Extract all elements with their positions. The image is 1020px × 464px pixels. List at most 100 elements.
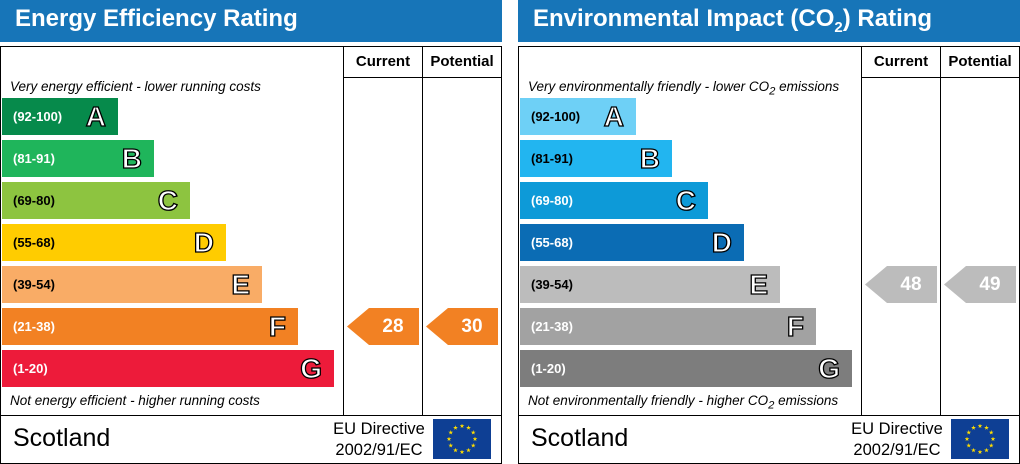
band-range-label: (55-68) (13, 235, 55, 250)
footer-divider (1, 415, 501, 416)
rating-band-d: (55-68) D (520, 224, 744, 261)
footer-divider (519, 415, 1019, 416)
band-range-label: (39-54) (531, 277, 573, 292)
region-label: Scotland (531, 424, 629, 452)
flag-star (446, 436, 452, 442)
eu-directive: EU Directive 2002/91/EC (327, 419, 431, 461)
band-letter: E (749, 268, 769, 300)
directive-line-2: 2002/91/EC (335, 441, 423, 459)
band-letter: C (157, 184, 179, 216)
potential-rating-arrow: 49 (944, 266, 1016, 303)
band-range-label: (92-100) (13, 109, 63, 124)
flag-star (984, 447, 989, 453)
current-column-header: Current (873, 53, 929, 70)
column-divider (343, 47, 344, 415)
rating-band-b: (81-91) B (2, 140, 154, 177)
rating-band-d: (55-68) D (2, 224, 226, 261)
band-range-label: (81-91) (531, 151, 573, 166)
bottom-note: Not energy efficient - higher running co… (10, 393, 260, 408)
flag-star (984, 425, 989, 430)
title-bar: Environmental Impact (CO2) Rating (518, 0, 1020, 42)
rating-band-a: (92-100) A (2, 98, 118, 135)
bottom-note: Not environmentally friendly - higher CO… (528, 393, 839, 412)
potential-rating-arrow: 30 (426, 308, 498, 345)
directive-line-2: 2002/91/EC (853, 441, 941, 459)
rating-band-e: (39-54) E (520, 266, 780, 303)
column-divider (422, 47, 423, 415)
flag-star (966, 430, 972, 435)
flag-star (971, 425, 976, 430)
directive-line-1: EU Directive (851, 420, 943, 438)
band-range-label: (21-38) (13, 319, 55, 334)
eu-flag-icon (951, 419, 1009, 459)
potential-rating-value: 49 (979, 274, 1001, 295)
band-range-label: (39-54) (13, 277, 55, 292)
chart-title: Environmental Impact (CO2) Rating (533, 5, 933, 36)
rating-frame: Current Potential Very environmentally fri… (518, 46, 1020, 464)
column-divider (940, 47, 941, 415)
potential-column-header: Potential (430, 53, 494, 70)
flag-star (453, 425, 458, 430)
flag-star (977, 423, 983, 429)
flag-star (964, 436, 970, 442)
band-letter: A (603, 100, 625, 132)
flag-star (466, 447, 471, 453)
band-letter: E (231, 268, 251, 300)
environmental-impact-panel: Environmental Impact (CO2) Rating Current… (518, 0, 1020, 464)
energy-efficiency-panel: Energy Efficiency Rating Current Potential… (0, 0, 502, 464)
band-letter: B (639, 142, 661, 174)
band-letter: G (300, 352, 323, 384)
flag-star (466, 425, 471, 430)
rating-band-e: (39-54) E (2, 266, 262, 303)
band-range-label: (69-80) (531, 193, 573, 208)
band-range-label: (92-100) (531, 109, 581, 124)
band-range-label: (21-38) (531, 319, 573, 334)
header-divider (343, 77, 501, 78)
top-note: Very environmentally friendly - lower CO… (528, 79, 840, 98)
band-letter: F (268, 310, 286, 342)
band-range-label: (1-20) (531, 361, 566, 376)
potential-rating-value: 30 (461, 316, 483, 337)
band-letter: C (675, 184, 697, 216)
column-divider (861, 47, 862, 415)
rating-band-a: (92-100) A (520, 98, 636, 135)
band-letter: F (786, 310, 804, 342)
top-note: Very energy efficient - lower running co… (10, 79, 261, 94)
directive-line-1: EU Directive (333, 420, 425, 438)
flag-star (971, 447, 976, 453)
flag-star (990, 436, 996, 442)
band-range-label: (69-80) (13, 193, 55, 208)
band-letter: A (85, 100, 107, 132)
flag-star (472, 436, 478, 442)
band-range-label: (55-68) (531, 235, 573, 250)
rating-band-g: (1-20) G (520, 350, 852, 387)
flag-star (988, 443, 994, 448)
current-rating-value: 28 (382, 316, 404, 337)
current-rating-arrow: 28 (347, 308, 419, 345)
eu-flag-icon (433, 419, 491, 459)
current-column-header: Current (355, 53, 411, 70)
flag-star (988, 430, 994, 435)
band-letter: D (711, 226, 733, 258)
band-range-label: (81-91) (13, 151, 55, 166)
current-rating-value: 48 (900, 274, 922, 295)
flag-star (448, 430, 454, 435)
region-label: Scotland (13, 424, 111, 452)
flag-star (470, 430, 476, 435)
eu-directive: EU Directive 2002/91/EC (845, 419, 949, 461)
rating-frame: Current Potential Very energy efficient - … (0, 46, 502, 464)
rating-band-c: (69-80) C (2, 182, 190, 219)
rating-band-b: (81-91) B (520, 140, 672, 177)
rating-band-f: (21-38) F (2, 308, 298, 345)
flag-star (448, 443, 454, 448)
flag-star (459, 423, 465, 429)
flag-star (977, 449, 983, 455)
band-letter: D (193, 226, 215, 258)
current-rating-arrow: 48 (865, 266, 937, 303)
flag-star (470, 443, 476, 448)
chart-title: Energy Efficiency Rating (15, 5, 298, 32)
title-bar: Energy Efficiency Rating (0, 0, 502, 42)
rating-band-c: (69-80) C (520, 182, 708, 219)
header-divider (861, 77, 1019, 78)
rating-band-f: (21-38) F (520, 308, 816, 345)
